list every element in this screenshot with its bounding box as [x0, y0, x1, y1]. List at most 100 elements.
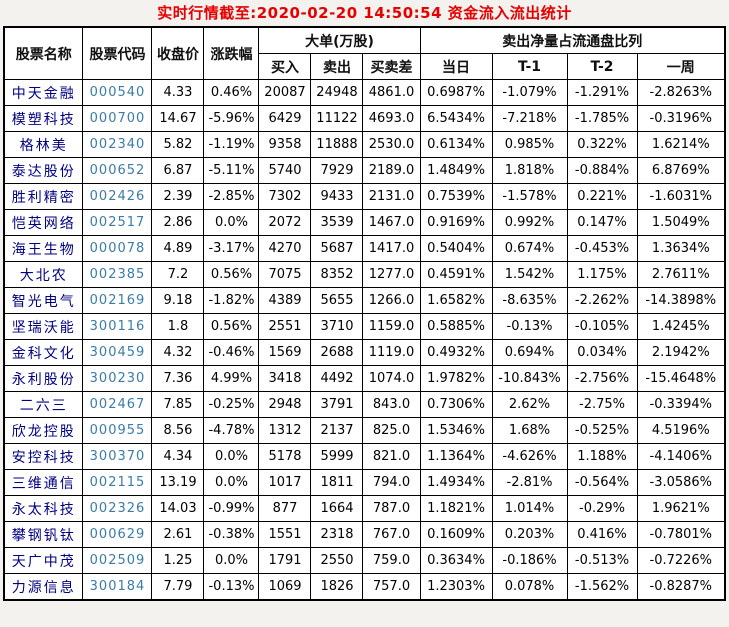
- close-price-cell: 7.85: [151, 391, 205, 418]
- col-header-buy: 买入: [258, 53, 312, 80]
- ratio-t1-cell: -10.843%: [491, 365, 568, 392]
- stock-name-cell: 欣龙控股: [3, 417, 84, 444]
- stock-code-cell: 002467: [82, 391, 153, 418]
- buy-sell-diff-cell: 1277.0: [362, 261, 421, 288]
- close-price-cell: 1.8: [151, 313, 205, 340]
- table-body: 中天金融 000540 4.33 0.46% 20087 24948 4861.0 0.698…: [3, 79, 726, 601]
- col-header-ratio-today: 当日: [419, 53, 493, 80]
- ratio-t1-cell: 1.68%: [491, 417, 568, 444]
- stock-code-cell: 000700: [82, 105, 153, 132]
- table-row[interactable]: 海王生物 000078 4.89 -3.17% 4270 5687 1417.0 0.5404…: [3, 235, 726, 262]
- ratio-week-cell: -3.0586%: [636, 469, 726, 496]
- ratio-t1-cell: -1.578%: [491, 183, 568, 210]
- buy-sell-diff-cell: 759.0: [362, 547, 421, 574]
- buy-in-cell: 877: [258, 495, 312, 522]
- stock-code-cell: 002326: [82, 495, 153, 522]
- table-row[interactable]: 胜利精密 002426 2.39 -2.85% 7302 9433 2131.0 0.7539…: [3, 183, 726, 210]
- sell-out-cell: 3710: [310, 313, 364, 340]
- close-price-cell: 5.82: [151, 131, 205, 158]
- table-row[interactable]: 泰达股份 000652 6.87 -5.11% 5740 7929 2189.0 1.4849…: [3, 157, 726, 184]
- sell-out-cell: 3539: [310, 209, 364, 236]
- table-row[interactable]: 模塑科技 000700 14.67 -5.96% 6429 11122 4693.0 6.54…: [3, 105, 726, 132]
- change-pct-cell: 0.56%: [203, 261, 260, 288]
- table-row[interactable]: 格林美 002340 5.82 -1.19% 9358 11888 2530.0 0.6134…: [3, 131, 726, 158]
- table-row[interactable]: 恺英网络 002517 2.86 0.0% 2072 3539 1467.0 0.9169% 0…: [3, 209, 726, 236]
- ratio-t2-cell: -1.785%: [566, 105, 638, 132]
- ratio-week-cell: 4.5196%: [636, 417, 726, 444]
- ratio-today-cell: 1.5346%: [419, 417, 493, 444]
- table-row[interactable]: 攀钢钒钛 000629 2.61 -0.38% 1551 2318 767.0 0.1609%…: [3, 521, 726, 548]
- buy-in-cell: 3418: [258, 365, 312, 392]
- table-row[interactable]: 金科文化 300459 4.32 -0.46% 1569 2688 1119.0 0.4932…: [3, 339, 726, 366]
- buy-in-cell: 7302: [258, 183, 312, 210]
- stock-name-cell: 坚瑞沃能: [3, 313, 84, 340]
- close-price-cell: 14.67: [151, 105, 205, 132]
- ratio-t2-cell: -2.262%: [566, 287, 638, 314]
- table-row[interactable]: 三维通信 002115 13.19 0.0% 1017 1811 794.0 1.4934% -…: [3, 469, 726, 496]
- stock-name-cell: 胜利精密: [3, 183, 84, 210]
- buy-in-cell: 1551: [258, 521, 312, 548]
- sell-out-cell: 8352: [310, 261, 364, 288]
- stock-code-cell: 000540: [82, 79, 153, 106]
- table-row[interactable]: 欣龙控股 000955 8.56 -4.78% 1312 2137 825.0 1.5346%…: [3, 417, 726, 444]
- close-price-cell: 8.56: [151, 417, 205, 444]
- change-pct-cell: -4.78%: [203, 417, 260, 444]
- change-pct-cell: -0.99%: [203, 495, 260, 522]
- capital-flow-table: 股票名称 股票代码 收盘价 涨跌幅 大单(万股) 卖出净量占流通盘比列 买入 卖…: [2, 26, 727, 601]
- ratio-today-cell: 1.6582%: [419, 287, 493, 314]
- stock-name-cell: 中天金融: [3, 79, 84, 106]
- table-row[interactable]: 安控科技 300370 4.34 0.0% 5178 5999 821.0 1.1364% -4…: [3, 443, 726, 470]
- change-pct-cell: -5.96%: [203, 105, 260, 132]
- sell-out-cell: 7929: [310, 157, 364, 184]
- change-pct-cell: 0.46%: [203, 79, 260, 106]
- buy-sell-diff-cell: 825.0: [362, 417, 421, 444]
- ratio-today-cell: 6.5434%: [419, 105, 493, 132]
- close-price-cell: 4.32: [151, 339, 205, 366]
- stock-name-cell: 智光电气: [3, 287, 84, 314]
- sell-out-cell: 9433: [310, 183, 364, 210]
- stock-name-cell: 攀钢钒钛: [3, 521, 84, 548]
- stock-name-cell: 海王生物: [3, 235, 84, 262]
- table-row[interactable]: 坚瑞沃能 300116 1.8 0.56% 2551 3710 1159.0 0.5885% -…: [3, 313, 726, 340]
- ratio-t2-cell: -0.105%: [566, 313, 638, 340]
- ratio-t1-cell: -1.079%: [491, 79, 568, 106]
- col-header-stock-name: 股票名称: [3, 26, 84, 80]
- buy-sell-diff-cell: 1417.0: [362, 235, 421, 262]
- change-pct-cell: 0.0%: [203, 209, 260, 236]
- ratio-t1-cell: 1.014%: [491, 495, 568, 522]
- ratio-today-cell: 0.7306%: [419, 391, 493, 418]
- ratio-today-cell: 0.4932%: [419, 339, 493, 366]
- table-row[interactable]: 天广中茂 002509 1.25 0.0% 1791 2550 759.0 0.3634% -0…: [3, 547, 726, 574]
- table-row[interactable]: 永太科技 002326 14.03 -0.99% 877 1664 787.0 1.1821%…: [3, 495, 726, 522]
- table-row[interactable]: 智光电气 002169 9.18 -1.82% 4389 5655 1266.0 1.6582…: [3, 287, 726, 314]
- table-row[interactable]: 永利股份 300230 7.36 4.99% 3418 4492 1074.0 1.9782%…: [3, 365, 726, 392]
- sell-out-cell: 4492: [310, 365, 364, 392]
- ratio-today-cell: 1.9782%: [419, 365, 493, 392]
- ratio-today-cell: 0.5885%: [419, 313, 493, 340]
- close-price-cell: 2.39: [151, 183, 205, 210]
- table-row[interactable]: 力源信息 300184 7.79 -0.13% 1069 1826 757.0 1.2303%…: [3, 573, 726, 601]
- ratio-t2-cell: 0.416%: [566, 521, 638, 548]
- ratio-t2-cell: 0.221%: [566, 183, 638, 210]
- header-row-subcolumns: 买入 卖出 买卖差 当日 T-1 T-2 一周: [4, 53, 726, 80]
- change-pct-cell: -1.82%: [203, 287, 260, 314]
- ratio-week-cell: 1.9621%: [636, 495, 726, 522]
- sell-out-cell: 1811: [310, 469, 364, 496]
- sell-out-cell: 5999: [310, 443, 364, 470]
- ratio-t1-cell: 0.203%: [491, 521, 568, 548]
- change-pct-cell: 4.99%: [203, 365, 260, 392]
- table-row[interactable]: 中天金融 000540 4.33 0.46% 20087 24948 4861.0 0.698…: [3, 79, 726, 106]
- table-row[interactable]: 大北农 002385 7.2 0.56% 7075 8352 1277.0 0.4591% 1.…: [3, 261, 726, 288]
- sell-out-cell: 24948: [310, 79, 364, 106]
- buy-sell-diff-cell: 767.0: [362, 521, 421, 548]
- ratio-week-cell: 6.8769%: [636, 157, 726, 184]
- ratio-t1-cell: 0.985%: [491, 131, 568, 158]
- change-pct-cell: -0.13%: [203, 573, 260, 601]
- stock-code-cell: 002509: [82, 547, 153, 574]
- table-row[interactable]: 二六三 002467 7.85 -0.25% 2948 3791 843.0 0.7306% 2…: [3, 391, 726, 418]
- close-price-cell: 4.34: [151, 443, 205, 470]
- buy-in-cell: 1569: [258, 339, 312, 366]
- buy-in-cell: 20087: [258, 79, 312, 106]
- buy-sell-diff-cell: 1266.0: [362, 287, 421, 314]
- ratio-week-cell: -0.3196%: [636, 105, 726, 132]
